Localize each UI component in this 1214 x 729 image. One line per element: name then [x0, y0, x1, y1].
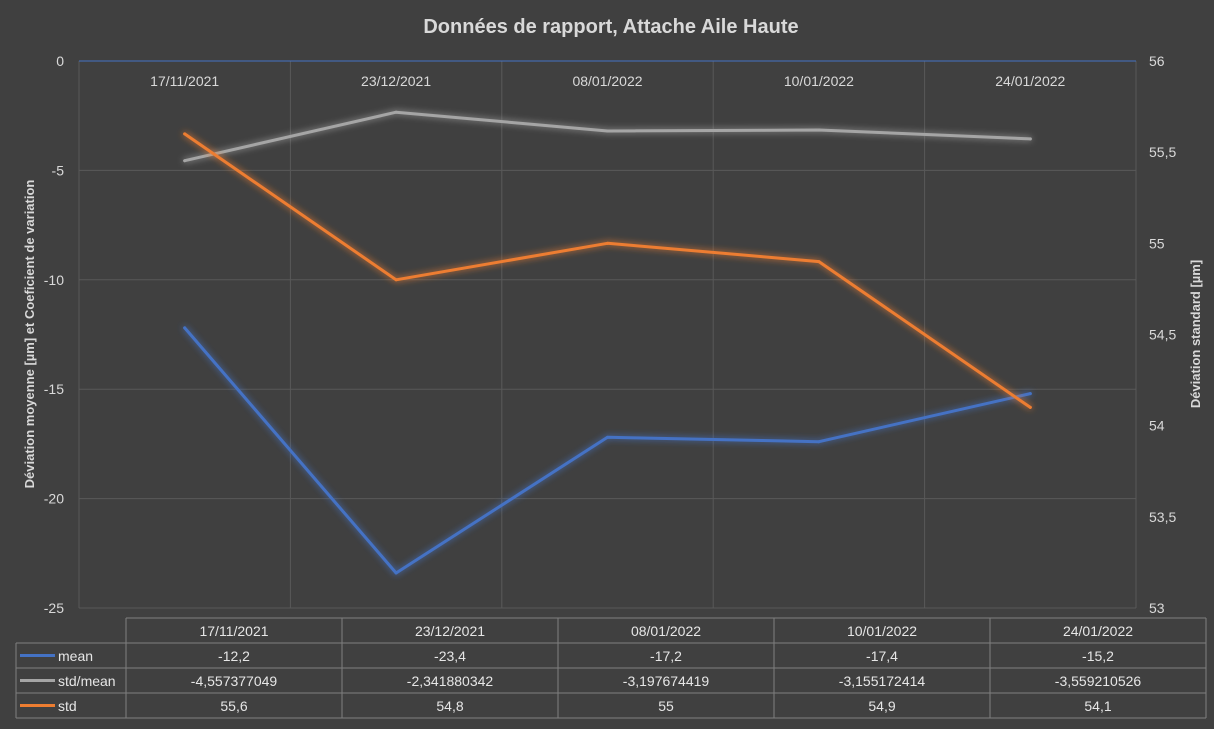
series-line-0 [183, 326, 1032, 575]
table-cell: 55,6 [220, 698, 247, 714]
data-point [817, 128, 821, 132]
table-cell: 55 [658, 698, 674, 714]
right-axis-label: Déviation standard [µm] [1188, 260, 1203, 408]
data-point [183, 326, 187, 330]
table-header-cell: 10/01/2022 [847, 623, 917, 639]
data-point [817, 260, 821, 264]
series-lines [183, 110, 1032, 575]
left-tick-label: -20 [44, 491, 64, 507]
table-header-cell: 17/11/2021 [199, 623, 268, 639]
table-cell: -17,4 [866, 648, 898, 664]
table-cell: -3,155172414 [839, 673, 926, 689]
left-tick-label: -5 [52, 162, 65, 178]
series-line-2 [183, 132, 1032, 409]
table-cell: -12,2 [218, 648, 250, 664]
series-line-1 [183, 110, 1032, 163]
left-tick-label: -15 [44, 381, 64, 397]
left-axis-label: Déviation moyenne [µm] et Coeficient de … [22, 180, 37, 489]
left-tick-label: 0 [56, 53, 64, 69]
category-label: 10/01/2022 [784, 73, 854, 89]
right-tick-label: 54 [1149, 418, 1165, 434]
table-cell: -23,4 [434, 648, 466, 664]
table-cell: -2,341880342 [407, 673, 494, 689]
category-label: 24/01/2022 [995, 73, 1065, 89]
category-label: 17/11/2021 [150, 73, 219, 89]
data-point [1028, 137, 1032, 141]
category-labels: 17/11/2021 23/12/2021 08/01/2022 10/01/2022… [150, 73, 1065, 89]
right-tick-label: 54,5 [1149, 327, 1176, 343]
data-point [394, 571, 398, 575]
left-tick-label: -10 [44, 272, 64, 288]
legend-label: std [58, 698, 77, 714]
right-tick-label: 55,5 [1149, 144, 1176, 160]
left-tick-label: -25 [44, 600, 64, 616]
data-point [394, 110, 398, 114]
data-point [183, 159, 187, 163]
chart-title: Données de rapport, Attache Aile Haute [423, 16, 798, 38]
data-point [606, 129, 609, 133]
legend-label: std/mean [58, 673, 116, 689]
left-axis-ticks: 0 -5 -10 -15 -20 -25 [44, 53, 64, 616]
table-cell: 54,1 [1084, 698, 1111, 714]
data-point [606, 435, 609, 439]
data-table: 17/11/2021 23/12/2021 08/01/2022 10/01/2022… [15, 617, 1207, 719]
table-cell: -3,559210526 [1055, 673, 1142, 689]
table-cell: -15,2 [1082, 648, 1114, 664]
table-header-cell: 23/12/2021 [415, 623, 485, 639]
category-label: 08/01/2022 [572, 73, 642, 89]
right-axis-ticks: 56 55,5 55 54,5 54 53,5 53 [1149, 53, 1176, 616]
data-point [606, 241, 609, 245]
table-header-cell: 24/01/2022 [1063, 623, 1133, 639]
table-cell: 54,9 [868, 698, 895, 714]
data-point [183, 132, 187, 136]
right-tick-label: 53 [1149, 600, 1165, 616]
right-tick-label: 53,5 [1149, 509, 1176, 525]
table-cell: 54,8 [436, 698, 463, 714]
table-header-cell: 08/01/2022 [631, 623, 701, 639]
table-cell: -3,197674419 [623, 673, 710, 689]
right-tick-label: 55 [1149, 235, 1165, 251]
legend-label: mean [58, 648, 93, 664]
grid [78, 60, 1137, 609]
data-point [394, 278, 398, 282]
table-cell: -17,2 [650, 648, 682, 664]
data-point [1028, 405, 1032, 409]
data-point [817, 440, 821, 444]
data-point [1028, 392, 1032, 396]
table-cell: -4,557377049 [191, 673, 278, 689]
category-label: 23/12/2021 [361, 73, 431, 89]
right-tick-label: 56 [1149, 53, 1165, 69]
